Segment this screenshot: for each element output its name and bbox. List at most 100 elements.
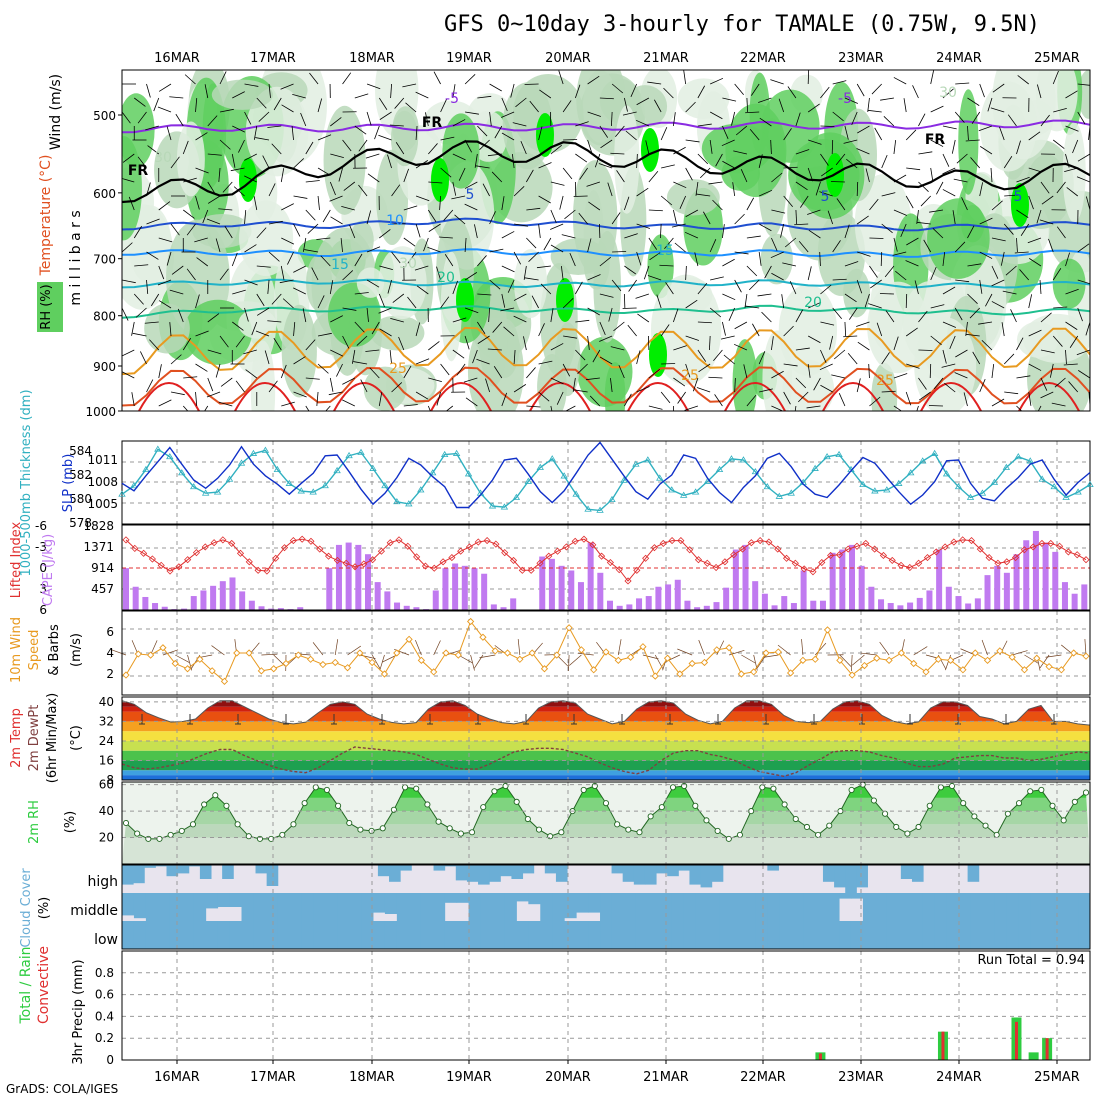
lifted-index-point xyxy=(774,545,782,553)
lifted-index-point xyxy=(703,559,711,567)
wind-barb xyxy=(819,363,833,371)
wind-barb xyxy=(342,399,355,407)
rh-point xyxy=(435,818,442,825)
wind-barb xyxy=(195,363,208,372)
wind-barb xyxy=(194,237,208,243)
cape-bar xyxy=(665,584,672,610)
wind-barb xyxy=(991,398,1005,407)
wind-tick-label: 4 xyxy=(106,646,114,660)
cape-bar xyxy=(1061,582,1068,610)
wind-barb xyxy=(528,251,539,263)
lifted-index-point xyxy=(888,556,896,564)
wind-barb xyxy=(1076,349,1090,356)
wind-barb xyxy=(207,181,216,195)
rh-tick-label: 60 xyxy=(99,778,114,792)
lifted-index-point xyxy=(175,563,183,571)
wind-barb xyxy=(930,266,937,281)
wind-barb xyxy=(244,210,247,225)
wind-barb xyxy=(215,363,221,378)
lifted-index-point xyxy=(545,552,553,560)
wind-barb xyxy=(562,297,574,309)
wind-barb xyxy=(914,280,919,295)
cloud-cell-middle xyxy=(827,893,840,921)
wind-speed-point xyxy=(196,655,204,663)
cape-bar xyxy=(132,586,139,610)
cloud-cell-middle xyxy=(492,893,505,921)
wind-barb xyxy=(732,182,736,197)
cloud-cell-low xyxy=(181,921,195,949)
rh-shading xyxy=(927,198,990,279)
wind-barb xyxy=(543,237,552,251)
wind-barb xyxy=(610,152,625,155)
wind-barb xyxy=(330,216,343,225)
wind-barb xyxy=(351,349,356,364)
cloud-cell-low xyxy=(922,921,936,949)
cloud-cell-middle xyxy=(145,893,159,921)
wind-barb xyxy=(243,349,257,355)
wind-speed-point xyxy=(910,659,918,668)
cloud-cell-middle xyxy=(623,893,637,921)
wind-barb xyxy=(608,307,613,322)
isotherm-20 xyxy=(122,304,1090,319)
wind-barb xyxy=(734,213,745,225)
rh-point xyxy=(803,823,810,831)
wind-speed-point xyxy=(1008,653,1016,661)
wind-barb xyxy=(649,251,662,261)
date-label-top: 20MAR xyxy=(545,51,591,66)
thickness-slp-frame xyxy=(121,440,1091,525)
lifted-index-point xyxy=(677,537,685,545)
wind-barb xyxy=(416,285,429,295)
isotherm--5 xyxy=(122,119,1090,134)
cloud-cell-low xyxy=(839,921,852,949)
cloud-cell-low xyxy=(1030,921,1043,949)
wind-barb xyxy=(624,393,632,407)
rh-point xyxy=(223,802,230,809)
wind-barb xyxy=(856,279,863,294)
wind-speed-point xyxy=(639,643,647,651)
cape-bar xyxy=(790,603,797,610)
wind-barb xyxy=(709,111,723,120)
contour-label: 10 xyxy=(386,213,404,229)
cape-bar xyxy=(384,591,391,610)
rh-high-shading xyxy=(641,128,659,172)
wind-barb xyxy=(501,392,508,407)
wind-barb xyxy=(195,294,200,309)
wind-barb xyxy=(452,153,466,161)
wind-speed-point xyxy=(614,656,622,664)
wind-speed-point xyxy=(380,670,389,678)
wind-barb xyxy=(832,240,841,253)
wind-barb xyxy=(195,330,209,337)
wind-barb xyxy=(550,308,554,323)
lifted-index-point xyxy=(518,566,526,574)
wind-barb xyxy=(587,238,592,253)
wind-barb xyxy=(177,308,184,323)
wind-barb xyxy=(244,111,252,125)
date-label-bottom: 20MAR xyxy=(545,1070,591,1085)
wind-barb xyxy=(526,367,536,379)
wind-barb xyxy=(744,293,748,308)
wind-barb xyxy=(637,313,650,323)
wind-barb xyxy=(1085,321,1090,336)
wind-barb xyxy=(464,307,479,314)
wind-barb xyxy=(463,377,478,383)
wind-barb xyxy=(122,307,129,321)
cape-bar xyxy=(403,605,410,610)
lifted-index-point xyxy=(122,536,130,544)
wind-barb xyxy=(207,195,221,204)
cloud-cell-middle xyxy=(313,893,326,921)
wind-barb xyxy=(342,270,354,281)
wind-barb xyxy=(1065,349,1067,364)
wind-barb xyxy=(942,167,956,175)
wind-barb xyxy=(428,181,443,184)
thickness-point xyxy=(859,480,867,488)
wind-barb xyxy=(550,405,553,411)
wind-barb xyxy=(673,209,677,224)
cloud-cell-low xyxy=(408,921,422,949)
wind-barb xyxy=(795,209,798,225)
wind-barb xyxy=(575,121,589,127)
wind-barb xyxy=(893,373,908,379)
cloud-row-label: middle xyxy=(70,903,118,919)
wind-barb xyxy=(122,371,135,379)
wind-barb xyxy=(501,293,506,308)
cloud-cell-high xyxy=(266,865,279,886)
